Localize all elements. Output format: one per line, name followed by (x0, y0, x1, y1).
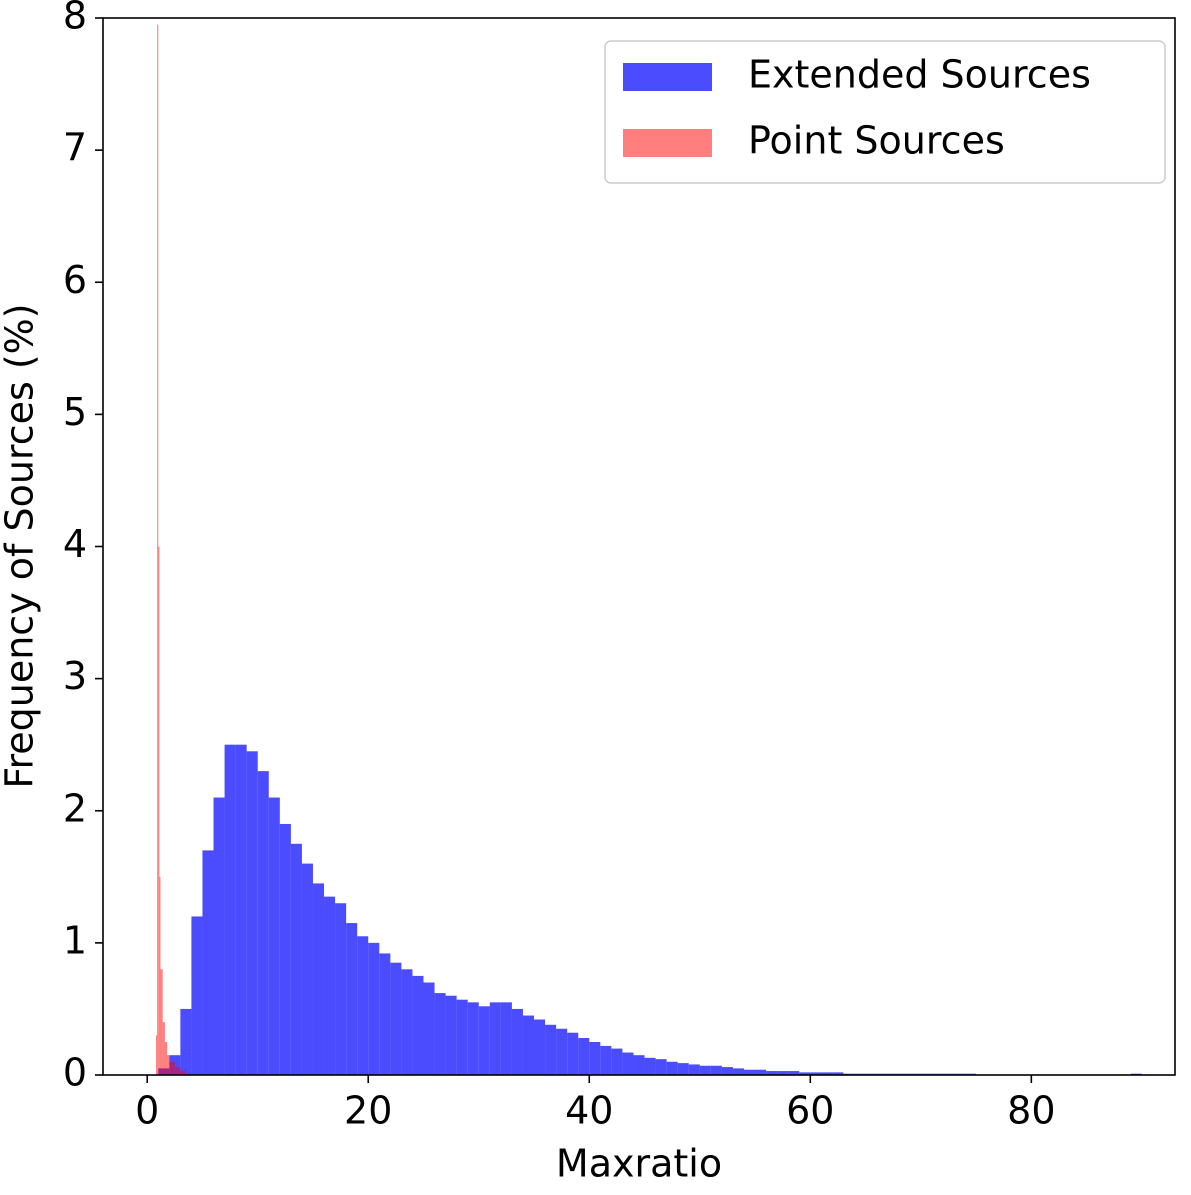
y-tick-label: 1 (63, 918, 87, 962)
bar (810, 1072, 822, 1075)
bar (290, 843, 302, 1075)
x-axis-label: Maxratio (556, 1142, 722, 1186)
bar (357, 936, 369, 1075)
y-tick-label: 0 (63, 1051, 87, 1095)
bar (445, 995, 457, 1075)
bar (335, 903, 347, 1075)
bar (545, 1024, 557, 1075)
bar (235, 744, 247, 1075)
x-tick-label: 80 (1007, 1089, 1055, 1133)
bar (160, 969, 163, 1075)
bar (777, 1071, 789, 1075)
bar (567, 1032, 579, 1075)
bar (224, 744, 236, 1075)
bar (511, 1008, 523, 1075)
x-tick-label: 60 (786, 1089, 834, 1133)
bar (755, 1069, 767, 1075)
bar (164, 1041, 168, 1075)
bar (666, 1061, 678, 1075)
bar (162, 1022, 165, 1075)
bar (312, 883, 325, 1075)
bar (788, 1071, 800, 1075)
bar (156, 1035, 158, 1075)
y-tick-label: 4 (63, 522, 87, 566)
bar (324, 896, 336, 1075)
y-tick-label: 7 (63, 126, 87, 170)
bar (180, 1008, 192, 1075)
bar (158, 546, 160, 1075)
bar (257, 771, 269, 1075)
legend-swatch (623, 63, 712, 91)
legend-label: Extended Sources (748, 53, 1091, 97)
bar (633, 1055, 645, 1075)
bar (279, 823, 291, 1075)
bar (379, 953, 391, 1075)
bar (434, 993, 446, 1075)
bar (368, 942, 380, 1075)
bar (832, 1072, 844, 1075)
bar (699, 1065, 711, 1075)
legend: Extended Sources Point Sources (604, 40, 1166, 184)
legend-swatch (623, 129, 712, 157)
bar (346, 923, 358, 1075)
bar (622, 1052, 634, 1075)
bar (688, 1064, 700, 1075)
bar (456, 999, 468, 1075)
bar (213, 797, 225, 1075)
y-tick-label: 8 (63, 0, 87, 38)
bar (191, 916, 203, 1075)
bar (423, 982, 435, 1075)
bar (159, 876, 161, 1075)
bar (522, 1015, 535, 1075)
bar (390, 962, 402, 1075)
bar (401, 969, 413, 1075)
y-tick-label: 6 (63, 258, 87, 302)
bar (710, 1065, 722, 1075)
x-tick-label: 0 (135, 1089, 159, 1133)
y-tick-label: 2 (63, 786, 87, 830)
bar (677, 1063, 689, 1075)
bar (655, 1059, 667, 1075)
bar (743, 1069, 756, 1075)
y-tick-label: 3 (63, 654, 87, 698)
bar (578, 1038, 590, 1075)
bar (799, 1072, 811, 1075)
bar (174, 1067, 181, 1075)
x-tick-label: 40 (565, 1089, 613, 1133)
bar (467, 1002, 479, 1075)
bar (157, 24, 159, 1076)
legend-label: Point Sources (748, 119, 1005, 163)
bar (169, 1061, 175, 1075)
y-axis-label: Frequency of Sources (%) (0, 303, 42, 788)
bar (489, 1002, 501, 1075)
bar (721, 1067, 733, 1075)
bar (500, 1002, 512, 1075)
y-tick-label: 5 (63, 390, 87, 434)
bar (556, 1028, 568, 1075)
legend-frame (604, 40, 1166, 184)
bar (611, 1048, 623, 1075)
bar (766, 1071, 778, 1075)
bar (246, 751, 258, 1075)
bar (644, 1057, 656, 1075)
bar (589, 1041, 601, 1075)
bar (478, 1006, 490, 1075)
bar (412, 975, 424, 1075)
bar (167, 1055, 170, 1075)
bar (202, 850, 214, 1075)
bar (301, 863, 313, 1075)
bar (600, 1045, 612, 1075)
bar (180, 1071, 186, 1075)
bar (732, 1068, 744, 1075)
bar (534, 1019, 546, 1075)
bar (268, 797, 280, 1075)
bar (821, 1072, 833, 1075)
x-tick-label: 20 (344, 1089, 392, 1133)
